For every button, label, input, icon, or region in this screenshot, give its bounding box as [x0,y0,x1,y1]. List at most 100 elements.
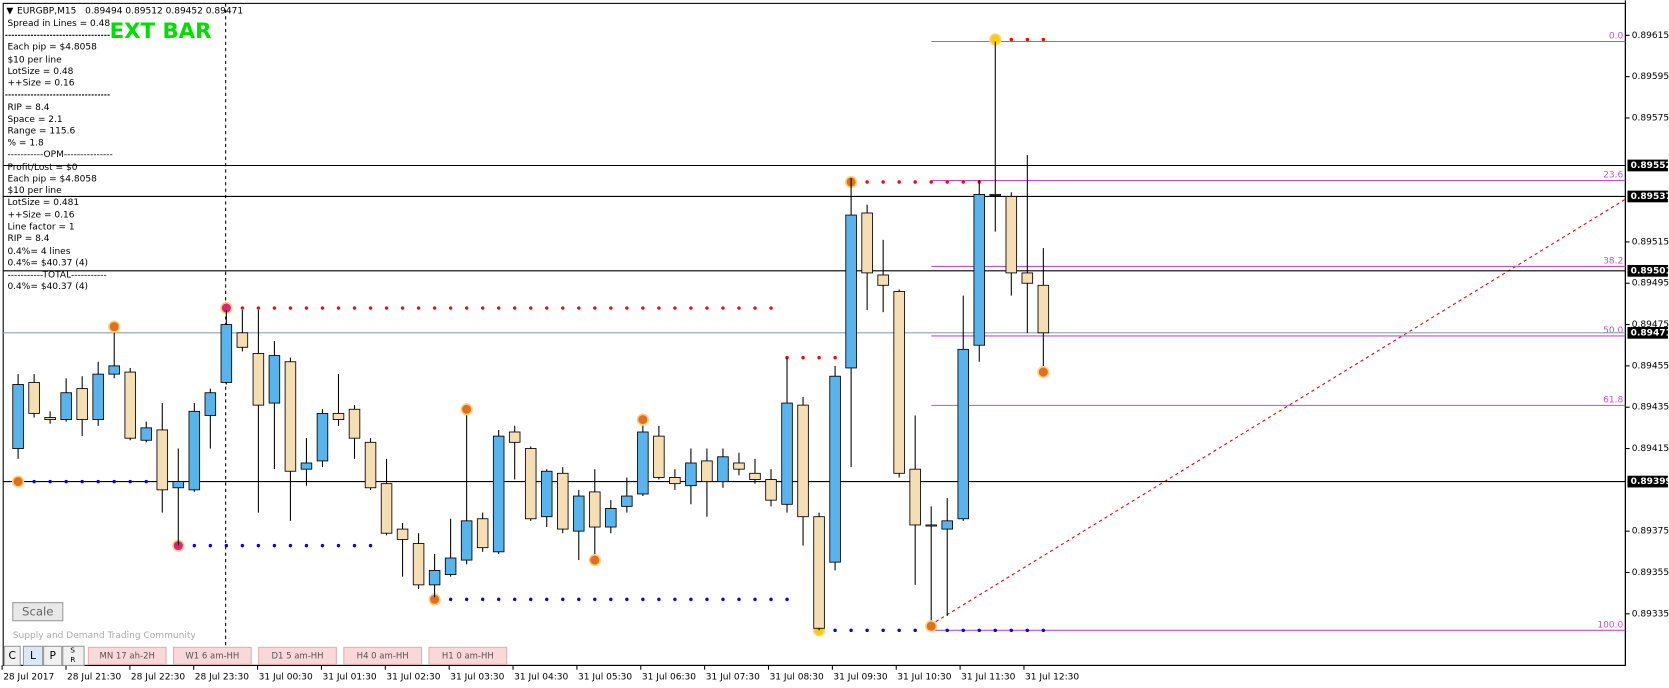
zone-dot [993,628,997,633]
x-tick-label: 31 Jul 04:30 [514,673,568,683]
timeframe-tab[interactable] [343,646,423,665]
y-tick-label: 0.89355 [1632,568,1669,578]
zone-dot [593,306,597,310]
zone-dot [224,543,229,548]
zone-dot [849,628,853,633]
bull-candle-body [268,355,281,404]
timeframe-tab[interactable] [87,646,167,665]
bear-candle-body [909,468,921,526]
zone-dot [609,597,613,602]
timeframe-tab-label: H1 0 am-HH [442,651,494,661]
zone-dot [801,355,805,360]
x-tick-label: 28 Jul 23:30 [195,673,249,683]
bull-candle-body [460,520,473,561]
toolbar-button-label: P [49,649,56,662]
zone-dot [48,479,52,484]
toolbar-button[interactable] [22,645,44,666]
bear-candle-body [989,193,1002,196]
zone-dot [368,543,373,548]
trend-line [930,198,1626,626]
zone-dot [577,597,581,602]
zone-dot [753,306,757,310]
zone-dot [961,180,965,184]
info-line: Line factor = 1 [7,222,74,232]
scale-button[interactable] [12,602,64,622]
x-tick-label: 31 Jul 01:30 [323,673,377,683]
info-line: 0.4%= $40.37 (4) [7,259,88,269]
fib-label: 0.0 [1609,32,1624,42]
x-tick-label: 31 Jul 11:30 [961,673,1015,683]
zone-dot [929,180,933,184]
zone-dot [657,306,661,310]
bear-candle-body [557,472,569,530]
zone-dot [464,306,469,310]
scale-label: Scale [22,605,53,619]
bull-candle-body [685,462,697,487]
toolbar-button-label: C [9,649,16,662]
toolbar-button[interactable] [3,645,21,666]
zone-dot [689,597,693,602]
y-tick-label: 0.89575 [1632,113,1669,123]
bear-candle-body [332,412,345,421]
zone-dot [609,306,613,310]
x-tick-label: 31 Jul 02:30 [386,673,440,683]
zone-dot [753,597,757,602]
bull-candle-body [316,412,329,462]
toolbar-button[interactable] [43,645,63,666]
zone-dot [448,597,453,602]
bear-candle-body [653,435,665,478]
x-tick-label: 31 Jul 07:30 [706,673,760,683]
marker [1037,365,1050,379]
price-label-box [1627,264,1668,277]
bear-candle-body [476,518,489,549]
zone-dot [545,597,549,602]
zone-dot [961,628,965,633]
bull-candle-body [492,435,505,553]
price-label: 0.89471 [1631,328,1669,338]
price-label: 0.89537 [1631,192,1669,202]
bear-candle-body [925,524,937,527]
bear-candle-body [508,431,521,443]
zone-dot [80,479,84,484]
x-tick-label: 28 Jul 2017 [3,673,54,683]
y-tick-label: 0.89475 [1632,320,1669,330]
zone-dot [545,306,549,310]
zone-dot [1009,628,1014,633]
zone-dot [1041,628,1046,633]
collapse-arrow[interactable]: ▼ [6,6,13,16]
bear-candle-body [877,274,889,286]
community-label: Supply and Demand Trading Community [13,631,197,641]
bear-candle-body [1021,272,1034,284]
y-tick-label: 0.89495 [1632,279,1669,289]
zone-dot [625,597,629,602]
bull-candle-body [845,214,857,369]
info-line: $10 per line [7,186,62,196]
zone-dot [705,597,709,602]
timeframe-tab[interactable] [428,646,508,665]
zone-dot [336,543,341,548]
timeframe-tab-label: D1 5 am-HH [271,651,323,661]
zone-dot [1009,37,1014,42]
zone-dot [881,628,885,633]
y-tick-label: 0.89615 [1632,31,1669,41]
zone-dot [272,543,277,548]
bull-candle-body [12,384,24,449]
timeframe-tab-label: MN 17 ah-2H [100,651,155,661]
sr-button[interactable] [62,645,85,666]
bear-candle-body [749,472,761,480]
x-tick-label: 31 Jul 00:30 [259,673,313,683]
zone-dot [865,628,869,633]
zone-dot [817,355,821,360]
bear-candle-body [765,479,777,501]
price-label: 0.89552 [1631,161,1669,171]
bull-candle-body [973,193,986,346]
zone-dot [913,180,917,184]
timeframe-tab[interactable] [258,646,337,665]
bull-candle-body [621,495,633,507]
y-tick-label: 0.89335 [1632,609,1669,619]
timeframe-tab[interactable] [172,646,252,665]
x-tick-label: 31 Jul 09:30 [833,673,887,683]
zone-dot [529,306,533,310]
zone-dot [865,180,869,184]
